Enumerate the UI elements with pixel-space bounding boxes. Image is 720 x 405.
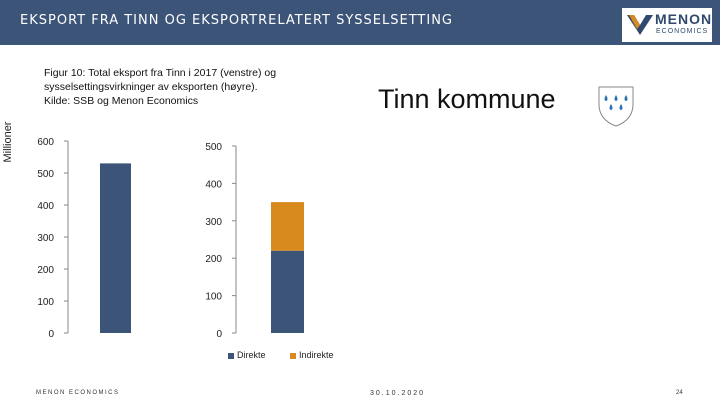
logo-text-sub: ECONOMICS (656, 28, 709, 35)
right-bar-direkte (271, 250, 304, 333)
coat-of-arms-icon (598, 86, 634, 127)
legend-label-indirekte: Indirekte (299, 350, 334, 360)
footer-date: 30.10.2020 (370, 390, 426, 397)
legend-item-direkte: Direkte (228, 350, 266, 360)
caption-line-2: sysselsettingsvirkninger av eksporten (h… (44, 81, 258, 93)
left-y-tick-label: 200 (37, 265, 54, 276)
logo-text-main: MENON (655, 11, 713, 27)
left-y-tick-label: 500 (37, 169, 54, 180)
left-y-tick-label: 400 (37, 201, 54, 212)
legend-item-indirekte: Indirekte (290, 350, 334, 360)
right-y-tick-label: 400 (205, 179, 222, 190)
legend-label-direkte: Direkte (237, 350, 266, 360)
left-y-tick-label: 0 (48, 329, 54, 340)
right-bar-indirekte (271, 202, 304, 251)
figure-caption: Figur 10: Total eksport fra Tinn i 2017 … (44, 66, 334, 108)
menon-logo: MENON ECONOMICS (622, 8, 712, 42)
left-y-tick-label: 600 (37, 137, 54, 148)
footer-page-number: 24 (676, 390, 683, 396)
caption-line-1: Figur 10: Total eksport fra Tinn i 2017 … (44, 67, 277, 79)
right-y-tick-label: 300 (205, 217, 222, 228)
legend-swatch-indirekte (290, 352, 296, 359)
right-y-tick-label: 0 (216, 329, 222, 340)
logo-mark-icon (627, 15, 653, 35)
caption-line-3: Kilde: SSB og Menon Economics (44, 95, 199, 107)
left-y-tick-label: 300 (37, 233, 54, 244)
left-bar (100, 163, 131, 333)
right-y-tick-label: 500 (205, 142, 222, 153)
right-y-tick-label: 100 (205, 292, 222, 303)
legend-swatch-direkte (228, 352, 234, 359)
header-bar: EKSPORT FRA TINN OG EKSPORTRELATERT SYSS… (0, 0, 720, 45)
kommune-title: Tinn kommune (378, 84, 556, 114)
left-y-tick-label: 100 (37, 297, 54, 308)
page-title: EKSPORT FRA TINN OG EKSPORTRELATERT SYSS… (20, 13, 454, 28)
right-y-tick-label: 200 (205, 254, 222, 265)
footer-company: MENON ECONOMICS (36, 390, 120, 396)
